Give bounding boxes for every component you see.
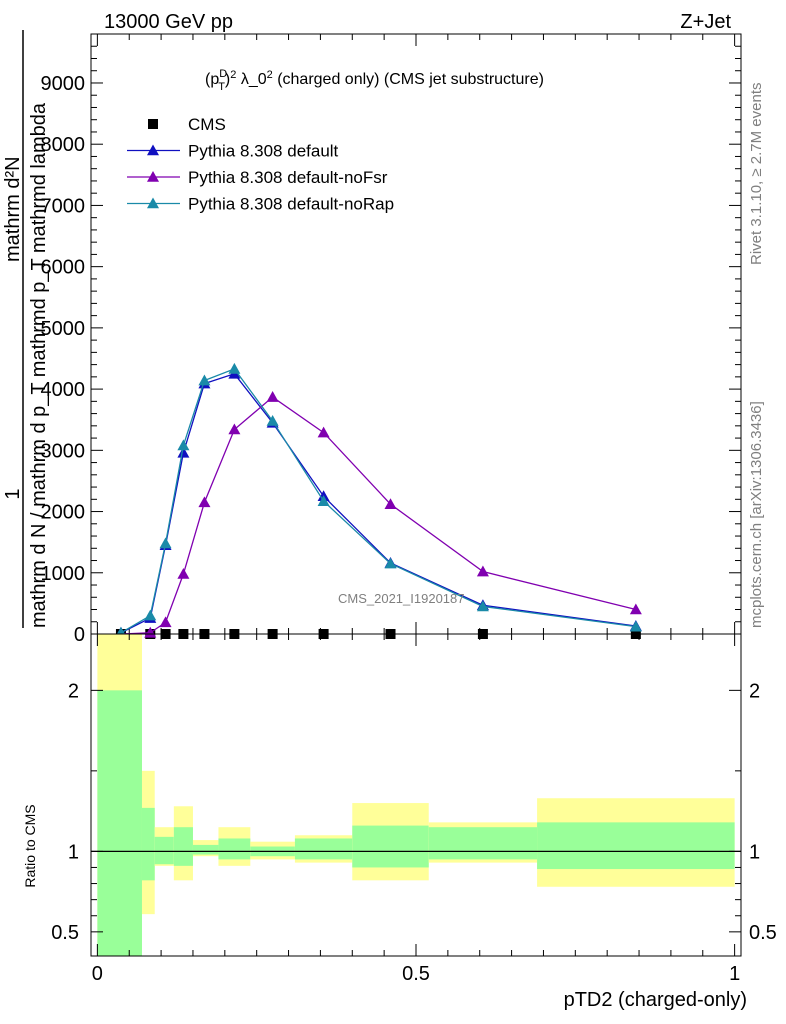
x-tick-label: 1 (729, 963, 740, 985)
legend-item: Pythia 8.308 default (127, 142, 339, 161)
x-axis-label: pTD2 (charged-only) (564, 989, 747, 1011)
y-tick-label: 1000 (41, 563, 86, 585)
ratio-band-inner (537, 822, 735, 870)
ratio-y-tick-label: 1 (68, 841, 79, 863)
data-point (384, 557, 397, 569)
y-label-denominator: mathrm d N / mathrm d p_T mathrmd p_T ma… (28, 102, 50, 628)
data-point (228, 423, 241, 435)
legend-item: Pythia 8.308 default-noRap (127, 195, 394, 214)
ratio-band-inner (97, 690, 142, 956)
data-point (144, 609, 157, 621)
ratio-band-inner (141, 807, 155, 881)
rivet-label: Rivet 3.1.10, ≥ 2.7M events (748, 83, 765, 266)
legend-label: Pythia 8.308 default-noRap (188, 195, 394, 214)
series-3 (114, 362, 642, 638)
data-point (177, 568, 190, 579)
ratio-plot: 0 0.5 1 0.5 0.5 1 1 2 2 (51, 633, 777, 985)
data-point (476, 565, 489, 577)
x-tick-label: 0 (92, 963, 103, 985)
y-axis-label: 1 mathrm d N / mathrm d p_T mathrmd p_T … (2, 30, 50, 628)
series-2 (114, 391, 642, 639)
ratio-y-tick-label-right: 0.5 (749, 922, 777, 944)
data-point (198, 374, 211, 386)
data-point (384, 498, 397, 510)
y-tick-label: 4000 (41, 379, 86, 401)
ratio-band-inner (154, 836, 174, 865)
y-label-upper: mathrm d²N (2, 156, 24, 262)
legend-label: Pythia 8.308 default-noFsr (188, 168, 388, 187)
data-point (476, 600, 489, 612)
plot-title: (pD T)2 λ_02 (charged only) (CMS jet subs… (205, 68, 544, 93)
data-point (147, 144, 159, 156)
y-tick-label: 0 (74, 624, 85, 646)
data-point (266, 414, 279, 426)
x-tick-label: 0.5 (402, 963, 430, 985)
y-tick-label: 6000 (41, 257, 86, 279)
y-tick-label: 9000 (41, 73, 86, 95)
legend-label: CMS (188, 115, 226, 134)
legend-item: CMS (148, 115, 226, 134)
y-tick-label: 2000 (41, 502, 86, 524)
data-point (266, 391, 279, 402)
ratio-y-tick-label-right: 2 (749, 680, 760, 702)
ratio-y-tick-label: 2 (68, 680, 79, 702)
data-point (228, 362, 241, 374)
mcplots-label: mcplots.cern.ch [arXiv:1306.3436] (748, 401, 765, 628)
ratio-band-inner (352, 825, 429, 868)
legend: CMS Pythia 8.308 default Pythia 8.308 defa… (127, 115, 394, 214)
ratio-band-inner (294, 838, 353, 860)
ratio-band-inner (218, 838, 251, 860)
y-tick-label: 7000 (41, 195, 86, 217)
data-point (177, 439, 190, 451)
data-point (177, 446, 190, 458)
ratio-y-tick-label-right: 1 (749, 841, 760, 863)
data-point (198, 496, 211, 508)
ratio-ylabel: Ratio to CMS (22, 804, 38, 887)
data-point (629, 620, 642, 632)
y-label-numerator: 1 (2, 488, 24, 499)
ratio-band-inner (192, 844, 219, 855)
ratio-y-tick-label: 0.5 (51, 922, 79, 944)
data-point (317, 495, 330, 506)
data-point (144, 626, 157, 638)
header-left: 13000 GeV pp (104, 11, 233, 33)
data-point (317, 426, 330, 438)
data-point (629, 603, 642, 615)
watermark: CMS_2021_I1920187 (338, 591, 465, 606)
header-right: Z+Jet (680, 11, 731, 33)
y-tick-label: 8000 (41, 134, 86, 156)
legend-label: Pythia 8.308 default (188, 142, 339, 161)
y-tick-label: 3000 (41, 440, 86, 462)
ratio-band-inner (173, 827, 193, 866)
y-tick-label: 5000 (41, 318, 86, 340)
data-point (147, 197, 159, 209)
data-point (147, 171, 159, 182)
legend-marker (148, 119, 158, 129)
data-point (159, 616, 172, 628)
main-plot: 0 1000 2000 3000 4000 5000 6000 7000 8000 9000 (41, 33, 742, 646)
legend-item: Pythia 8.308 default-noFsr (127, 168, 388, 187)
ratio-band-inner (428, 827, 538, 860)
data-point (159, 537, 172, 549)
ratio-frame (90, 633, 742, 957)
